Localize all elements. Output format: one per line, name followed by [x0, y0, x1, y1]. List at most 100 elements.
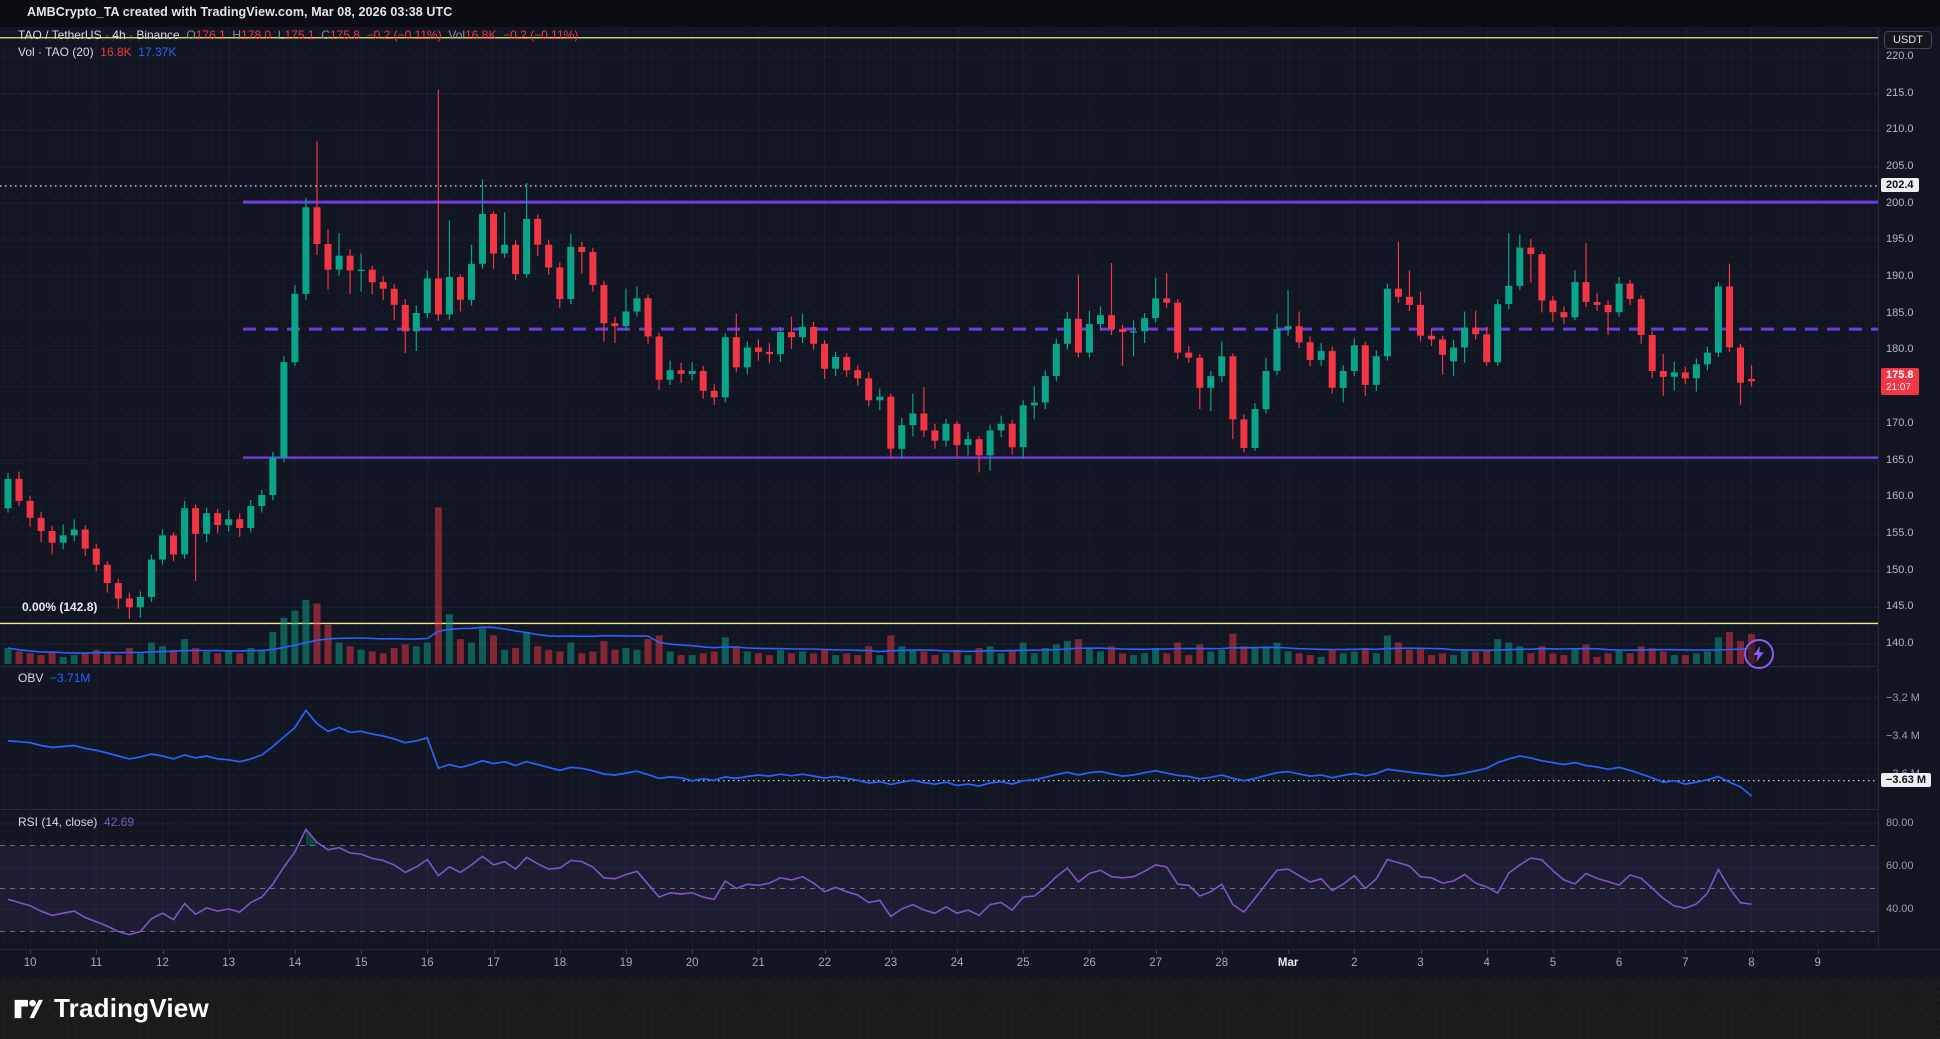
price-tick: 195.0 [1886, 233, 1914, 245]
time-label: 17 [487, 957, 500, 969]
ohlc-close: 175.8 [329, 27, 360, 42]
price-tick: 155.0 [1886, 527, 1914, 539]
time-label: 11 [90, 957, 103, 969]
time-label: 27 [1149, 957, 1162, 969]
time-tick [1354, 950, 1356, 954]
time-tick [30, 950, 32, 954]
volume-indicator-legend[interactable]: Vol · TAO (20) 16.8K 17.37K [18, 45, 176, 59]
time-label: 14 [288, 957, 302, 969]
time-tick [1089, 950, 1091, 954]
time-tick [626, 950, 627, 954]
price-axis[interactable]: USDT 220.0 215.0 210.0 205.0 200.0 195.0 190.0… [1878, 27, 1940, 949]
attribution-text: AMBCrypto_TA created with TradingView.co… [27, 5, 453, 19]
time-label: 23 [884, 957, 898, 969]
rsi-tick: 80.00 [1886, 817, 1914, 829]
obv-value: −3.71M [50, 671, 91, 685]
tradingview-logo[interactable]: TradingView [13, 993, 209, 1024]
price-tick: 180.0 [1886, 343, 1914, 355]
time-tick [692, 950, 694, 954]
time-tick [1751, 950, 1753, 954]
price-tick: 220.0 [1886, 50, 1914, 62]
time-tick [228, 950, 230, 954]
time-label: 7 [1682, 957, 1689, 969]
time-tick [1288, 950, 1290, 954]
price-tick: 200.0 [1886, 197, 1914, 209]
price-tick: 165.0 [1886, 454, 1914, 466]
time-tick [1486, 950, 1488, 954]
time-tick [1817, 950, 1819, 954]
rsi-label: RSI (14, close) [18, 815, 98, 829]
price-tick: 160.0 [1886, 490, 1914, 502]
time-tick [559, 950, 561, 954]
time-tick [1619, 950, 1621, 954]
ohlc-high: 178.0 [241, 27, 272, 42]
high-price-badge: 202.4 [1881, 178, 1919, 192]
last-price-badge: 175.8 21:07 [1881, 368, 1919, 395]
chart-surface[interactable] [0, 27, 1878, 949]
time-label: 9 [1814, 957, 1821, 969]
time-label: 10 [23, 957, 37, 969]
volume-value: 16.8K [100, 44, 132, 59]
interval: 4h [112, 27, 126, 42]
ohlc-low: 175.1 [284, 27, 315, 42]
time-tick [427, 950, 429, 954]
obv-tick: −3.4 M [1886, 730, 1920, 742]
symbol-name: TAO / TetherUS [18, 27, 102, 42]
volume-ma-value: 17.37K [138, 44, 177, 59]
time-axis[interactable]: 10 11 12 13 14 15 16 17 18 19 20 21 22 23 24 25 26 27 28 Ma… [0, 949, 1940, 979]
price-tick: 205.0 [1886, 160, 1914, 172]
time-label: 8 [1748, 957, 1755, 969]
price-tick: 140.0 [1886, 637, 1914, 649]
time-tick [162, 950, 164, 954]
rsi-tick: 60.00 [1886, 860, 1914, 872]
rsi-tick: 40.00 [1886, 903, 1914, 915]
currency-toggle-button[interactable]: USDT [1884, 31, 1932, 49]
obv-legend[interactable]: OBV −3.71M [18, 671, 90, 685]
time-tick [1023, 950, 1025, 954]
time-tick [1221, 950, 1223, 954]
time-label: 20 [685, 957, 699, 969]
price-tick: 215.0 [1886, 87, 1914, 99]
bolt-glyph [1753, 646, 1764, 662]
price-tick: 210.0 [1886, 123, 1914, 135]
time-tick [957, 950, 958, 954]
footer-bar: TradingView [0, 978, 1940, 1039]
time-label: 26 [1082, 957, 1096, 969]
time-label: 15 [354, 957, 368, 969]
fib-0-label: 0.00% (142.8) [22, 600, 98, 614]
time-tick [824, 950, 826, 954]
time-label: 19 [619, 957, 633, 969]
symbol-legend[interactable]: TAO / TetherUS · 4h · Binance O176.1 H17… [18, 27, 579, 42]
price-tick: 185.0 [1886, 307, 1914, 319]
ohlc-open: 176.1 [195, 27, 226, 42]
time-label: 5 [1549, 957, 1557, 969]
lightning-icon[interactable] [1744, 639, 1774, 669]
rsi-legend[interactable]: RSI (14, close) 42.69 [18, 815, 134, 829]
candle-countdown: 21:07 [1886, 382, 1912, 393]
chart-plot [0, 27, 1878, 948]
obv-label: OBV [18, 671, 44, 685]
tradingview-logo-icon [14, 999, 43, 1018]
time-tick [890, 950, 892, 954]
time-label: 16 [420, 957, 434, 969]
time-label: 28 [1215, 957, 1229, 969]
time-tick [493, 950, 495, 954]
rsi-value: 42.69 [104, 815, 135, 829]
time-tick [1552, 950, 1554, 954]
time-tick [1420, 950, 1422, 954]
time-tick [96, 950, 98, 954]
time-label: 18 [553, 957, 567, 969]
volume-readout: 16.8K [465, 27, 497, 42]
time-label: 22 [818, 957, 831, 969]
obv-tick: −3.2 M [1886, 692, 1920, 704]
volume-indicator-label: Vol · TAO (20) [18, 44, 94, 59]
time-label: 6 [1615, 957, 1623, 969]
time-label: Mar [1277, 957, 1299, 969]
price-tick: 145.0 [1886, 600, 1914, 612]
time-label: 4 [1483, 957, 1490, 969]
time-label: 3 [1417, 957, 1424, 969]
time-tick [361, 950, 363, 954]
volume-change: −0.2 (−0.11%) [503, 27, 579, 42]
price-tick: 150.0 [1886, 564, 1914, 576]
